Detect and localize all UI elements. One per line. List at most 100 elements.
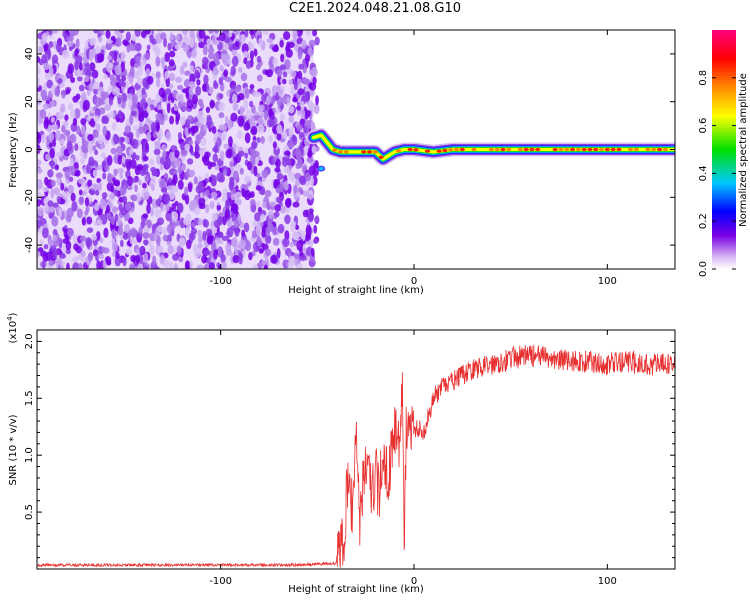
noise-speck <box>232 143 237 152</box>
y-tick-label: 1.5 <box>24 390 35 406</box>
noise-speck <box>276 69 283 77</box>
noise-speck <box>49 147 56 159</box>
noise-speck <box>146 75 154 85</box>
noise-speck <box>122 195 128 204</box>
noise-speck <box>206 38 212 46</box>
noise-speck <box>164 205 170 212</box>
noise-speck <box>231 55 239 67</box>
noise-speck <box>297 48 303 60</box>
noise-speck <box>80 125 86 135</box>
signal-peak <box>378 155 384 159</box>
noise-speck <box>116 145 124 155</box>
noise-speck <box>80 241 85 250</box>
noise-speck <box>120 50 126 62</box>
noise-speck <box>52 202 59 208</box>
noise-speck <box>216 172 222 182</box>
colorbar-ticks: 0.0 0.2 0.4 0.6 0.8 <box>698 70 736 277</box>
signal-peak <box>448 148 454 152</box>
noise-speck <box>112 87 120 93</box>
noise-speck <box>222 168 228 176</box>
noise-speck <box>131 34 137 42</box>
noise-speck <box>88 84 93 92</box>
noise-speck <box>72 117 78 127</box>
noise-speck <box>175 35 181 41</box>
noise-speck <box>202 45 208 56</box>
noise-speck <box>136 164 144 171</box>
noise-speck <box>114 64 122 76</box>
noise-speck <box>39 108 47 119</box>
noise-speck <box>244 132 251 144</box>
noise-speck <box>141 146 147 158</box>
noise-speck <box>203 151 210 162</box>
noise-speck <box>298 131 305 138</box>
noise-speck <box>151 223 156 234</box>
noise-speck <box>223 43 229 51</box>
noise-speck <box>174 44 181 50</box>
signal-peak <box>604 147 610 152</box>
noise-speck <box>251 149 257 159</box>
noise-speck <box>255 64 261 71</box>
noise-speck <box>197 110 204 118</box>
noise-speck <box>190 199 199 209</box>
noise-speck <box>184 126 189 137</box>
noise-speck <box>98 181 102 192</box>
noise-speck <box>189 260 193 269</box>
noise-speck <box>44 70 52 81</box>
noise-speck <box>178 100 183 110</box>
noise-speck <box>189 30 195 40</box>
noise-speck <box>276 196 283 204</box>
noise-speck <box>314 36 320 46</box>
noise-speck <box>134 42 142 52</box>
noise-speck <box>168 151 175 162</box>
noise-speck <box>207 46 215 55</box>
noise-speck <box>74 169 81 177</box>
colorbar: 0.0 0.2 0.4 0.6 0.8 Normalized spectral ampl… <box>698 30 749 277</box>
noise-speck <box>297 88 305 96</box>
noise-speck <box>225 199 231 211</box>
noise-speck <box>293 184 298 194</box>
noise-speck <box>138 226 143 235</box>
noise-speck <box>177 245 182 256</box>
noise-speck <box>170 39 176 47</box>
noise-speck <box>225 248 232 257</box>
noise-speck <box>254 91 262 97</box>
noise-speck <box>184 260 190 269</box>
noise-speck <box>119 30 125 34</box>
noise-speck <box>79 235 87 242</box>
signal-peak <box>523 147 529 152</box>
noise-speck <box>310 66 318 78</box>
noise-speck <box>84 197 90 207</box>
signal-peak <box>494 147 500 152</box>
noise-speck <box>38 45 43 54</box>
noise-speck <box>44 31 49 37</box>
colorbar-tick-label: 0.2 <box>698 213 709 229</box>
noise-speck <box>110 78 116 87</box>
noise-speck <box>295 148 302 160</box>
noise-speck <box>302 190 309 197</box>
noise-speck <box>288 105 295 114</box>
signal-peak <box>558 147 564 152</box>
noise-speck <box>37 219 42 229</box>
noise-speck <box>253 165 258 177</box>
noise-speck <box>296 240 304 252</box>
noise-speck <box>245 109 252 120</box>
noise-speck <box>93 81 100 90</box>
noise-speck <box>266 118 273 128</box>
noise-speck <box>184 70 191 76</box>
noise-speck <box>52 248 58 259</box>
noise-speck <box>251 230 257 239</box>
noise-speck <box>159 116 165 126</box>
noise-speck <box>104 104 111 111</box>
noise-speck <box>66 262 70 269</box>
noise-speck <box>149 158 155 167</box>
noise-speck <box>78 178 84 184</box>
noise-speck <box>176 84 184 90</box>
noise-speck <box>276 248 281 259</box>
noise-speck <box>68 45 73 52</box>
signal-peak <box>413 148 419 152</box>
signal-peak <box>529 147 535 152</box>
noise-speck <box>261 243 269 251</box>
noise-speck <box>204 189 210 197</box>
noise-speck <box>70 108 76 119</box>
noise-speck <box>177 202 184 214</box>
